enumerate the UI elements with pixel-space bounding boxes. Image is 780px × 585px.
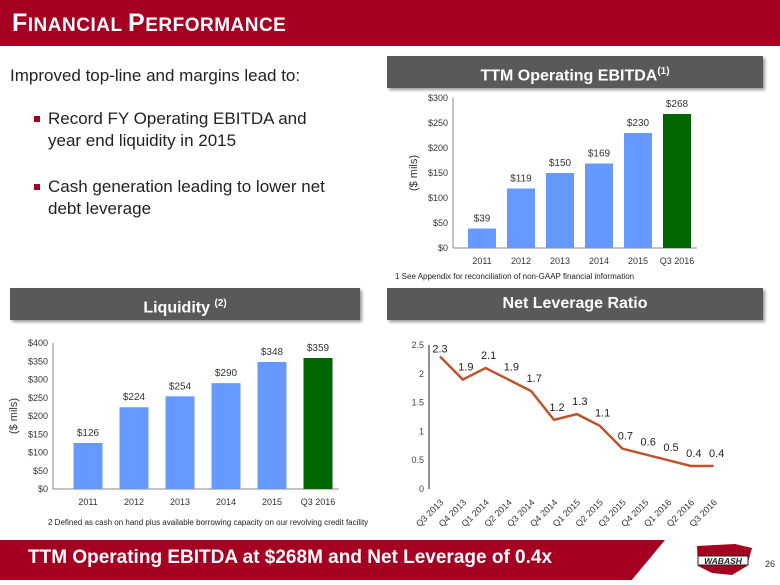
bar — [73, 443, 103, 489]
x-tick-label: 2015 — [628, 256, 648, 266]
bullet-item: Record FY Operating EBITDA and year end … — [34, 108, 338, 152]
data-label: $348 — [261, 347, 284, 358]
data-label: $268 — [666, 99, 689, 110]
data-label: 2.1 — [481, 350, 496, 362]
y-tick-label: 0.5 — [411, 455, 424, 465]
footnote-2: 2 Defined as cash on hand plus available… — [48, 518, 369, 527]
x-tick-label: Q3 2016 — [660, 256, 695, 266]
data-label: 1.1 — [595, 408, 610, 420]
y-tick-label: 1 — [419, 426, 424, 436]
y-tick-label: $400 — [28, 338, 48, 348]
data-label: $150 — [549, 158, 572, 169]
data-label: $119 — [510, 174, 532, 185]
data-label: $39 — [474, 214, 491, 225]
ebitda-header: TTM Operating EBITDA(1) — [387, 56, 763, 88]
data-label: $224 — [123, 392, 146, 403]
data-label: 0.6 — [641, 436, 656, 448]
bar — [663, 114, 691, 248]
y-tick-label: $300 — [28, 375, 48, 385]
data-label: 0.4 — [686, 448, 701, 460]
y-tick-label: 0 — [419, 484, 424, 494]
bar — [468, 228, 496, 248]
data-label: $359 — [307, 343, 330, 354]
x-tick-label: 2013 — [550, 256, 570, 266]
bar — [624, 133, 652, 248]
data-label: 1.9 — [458, 362, 473, 374]
y-axis-label: ($ mils) — [408, 155, 420, 191]
intro-text: Improved top-line and margins lead to: — [10, 66, 301, 85]
y-tick-label: $0 — [438, 243, 448, 253]
bar — [546, 173, 574, 248]
data-label: 0.7 — [618, 431, 633, 443]
y-tick-label: $350 — [28, 356, 48, 366]
data-label: 1.9 — [504, 362, 519, 374]
bullet-item: Cash generation leading to lower net deb… — [34, 176, 338, 220]
y-tick-label: $150 — [28, 429, 48, 439]
data-label: 1.7 — [527, 373, 542, 385]
data-label: $169 — [588, 149, 611, 160]
data-label: $254 — [169, 381, 192, 392]
x-tick-label: 2012 — [124, 497, 144, 507]
data-label: 1.3 — [572, 396, 587, 408]
x-tick-label: 2011 — [472, 256, 491, 266]
y-tick-label: $300 — [428, 93, 448, 103]
x-tick-label: 2013 — [170, 497, 190, 507]
bar — [257, 361, 287, 489]
leverage-line — [439, 355, 714, 468]
x-tick-label: 2015 — [262, 497, 282, 507]
y-tick-label: $100 — [428, 193, 448, 203]
liquidity-header: Liquidity (2) — [10, 288, 360, 320]
bar — [211, 383, 241, 489]
data-label: 0.4 — [709, 448, 724, 460]
x-tick-label: Q3 2016 — [301, 497, 336, 507]
title-bar: FINANCIAL PERFORMANCE — [0, 0, 780, 46]
y-tick-label: $50 — [433, 218, 448, 228]
x-tick-label: 2014 — [216, 497, 236, 507]
y-tick-label: $50 — [33, 466, 48, 476]
footnote-1: 1 See Appendix for reconciliation of non… — [395, 272, 635, 281]
data-label: 1.2 — [549, 402, 564, 414]
y-tick-label: $0 — [38, 484, 48, 494]
page-title: FINANCIAL PERFORMANCE — [12, 9, 287, 37]
data-label: 0.5 — [663, 442, 678, 454]
data-label: $126 — [77, 428, 100, 439]
y-tick-label: 1.5 — [411, 398, 424, 408]
bar — [165, 396, 195, 489]
data-label: 2.3 — [432, 344, 447, 356]
data-label: $230 — [627, 118, 650, 129]
y-tick-label: 2 — [419, 369, 424, 379]
bottom-banner-text: TTM Operating EBITDA at $268M and Net Le… — [28, 547, 553, 568]
wabash-logo: WABASH — [697, 544, 752, 575]
y-tick-label: $200 — [28, 411, 48, 421]
y-tick-label: $200 — [428, 143, 448, 153]
bar — [303, 357, 333, 489]
svg-text:WABASH: WABASH — [704, 556, 743, 566]
x-tick-label: 2014 — [589, 256, 609, 266]
y-tick-label: $250 — [28, 393, 48, 403]
data-label: $290 — [215, 368, 238, 379]
y-axis-label: ($ mils) — [8, 398, 20, 434]
x-tick-label: 2011 — [78, 497, 97, 507]
y-tick-label: $250 — [428, 118, 448, 128]
bar — [119, 407, 149, 489]
bar — [585, 163, 613, 248]
x-tick-label: 2012 — [511, 256, 531, 266]
page-number: 26 — [765, 559, 775, 569]
y-tick-label: $150 — [428, 168, 448, 178]
bar — [507, 188, 535, 248]
leverage-header: Net Leverage Ratio — [387, 288, 763, 320]
y-tick-label: 2.5 — [411, 340, 424, 350]
y-tick-label: $100 — [28, 448, 48, 458]
bottom-banner — [0, 540, 665, 580]
